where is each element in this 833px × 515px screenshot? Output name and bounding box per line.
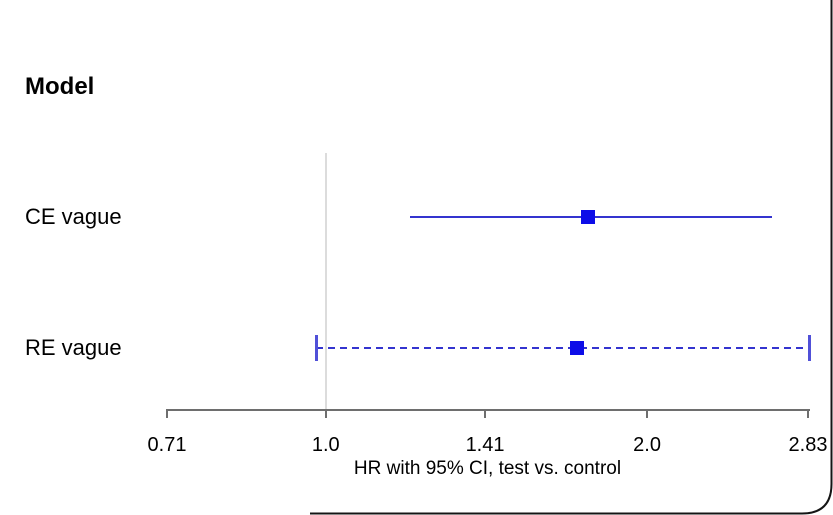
ci-cap-low-re-vague	[314, 335, 318, 361]
row-label-ce-vague: CE vague	[25, 204, 122, 229]
x-axis-tick-1-41	[484, 409, 487, 418]
x-axis-tick-label-0-71: 0.71	[147, 434, 187, 456]
x-axis-label: HR with 95% CI, test vs. control	[353, 458, 622, 479]
x-axis-tick-label-1-41: 1.41	[465, 434, 505, 456]
estimate-marker-ce-vague	[580, 210, 595, 224]
x-axis-tick-label-2-0: 2.0	[633, 434, 661, 456]
row-label-re-vague: RE vague	[25, 335, 122, 360]
x-axis-tick-label-1-0: 1.0	[311, 434, 340, 456]
x-axis-tick-2-0	[646, 409, 649, 418]
plot-title: Model	[25, 73, 95, 100]
window-frame-border-path	[310, 0, 833, 515]
x-axis-tick-2-83	[807, 409, 809, 418]
estimate-marker-re-vague	[570, 341, 585, 355]
ci-line-re-vague	[316, 347, 810, 349]
ci-cap-high-re-vague	[808, 335, 812, 361]
x-axis-tick-label-2-83: 2.83	[788, 434, 828, 456]
x-axis-line	[167, 409, 810, 411]
reference-line	[324, 153, 327, 409]
x-axis-tick-0-71	[166, 409, 168, 418]
x-axis-tick-1-0	[324, 409, 327, 418]
